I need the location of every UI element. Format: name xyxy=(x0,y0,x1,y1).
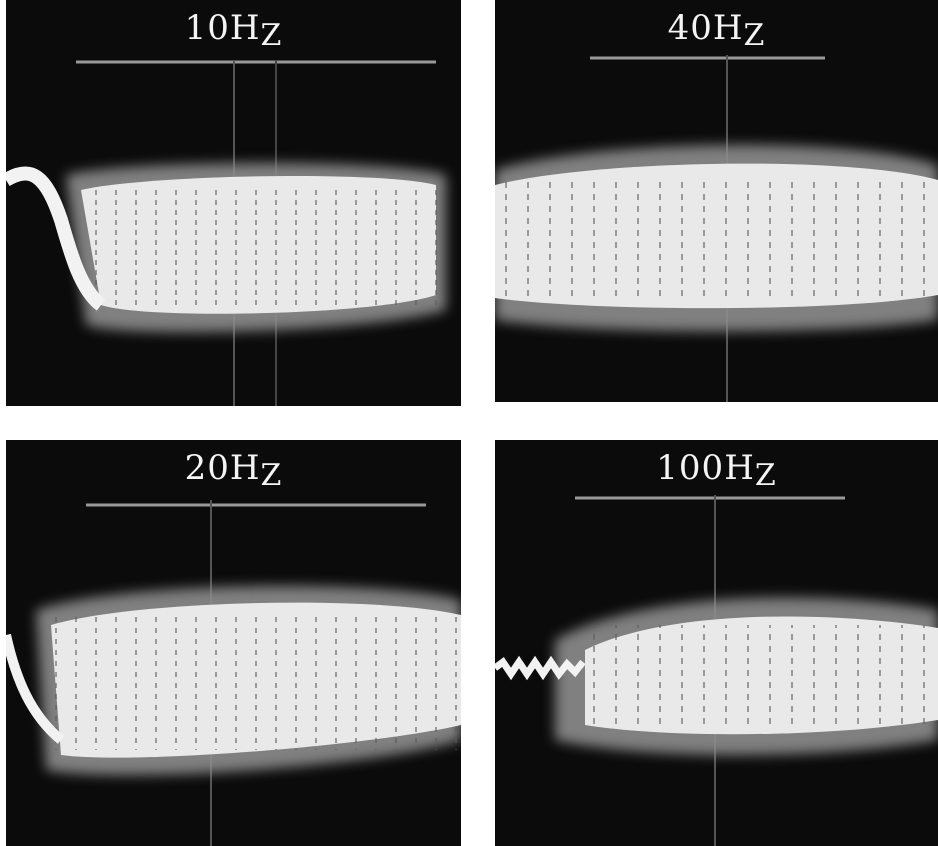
frequency-label-100hz: 100HZ xyxy=(656,448,777,493)
frequency-label-40hz: 40HZ xyxy=(667,8,766,53)
frequency-label-10hz: 10HZ xyxy=(184,8,283,53)
oscilloscope-panel-40hz: 40HZ xyxy=(495,0,938,402)
oscilloscope-panel-10hz: 10HZ xyxy=(6,0,461,406)
frequency-label-20hz: 20HZ xyxy=(184,448,283,493)
waveform-100hz xyxy=(495,495,938,846)
oscilloscope-panel-20hz: 20HZ xyxy=(6,440,461,846)
waveform-20hz xyxy=(6,500,461,846)
oscilloscope-panel-100hz: 100HZ xyxy=(495,440,938,846)
waveform-40hz xyxy=(495,55,938,402)
waveform-10hz xyxy=(6,60,446,406)
